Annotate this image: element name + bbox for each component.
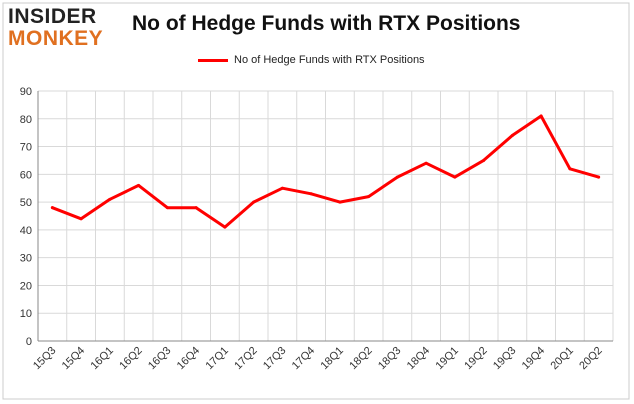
x-tick-label-19Q2: 19Q2 — [462, 345, 490, 373]
legend-label: No of Hedge Funds with RTX Positions — [234, 54, 425, 66]
x-tick-label-18Q1: 18Q1 — [318, 345, 346, 373]
data-point-19Q4 — [539, 114, 543, 118]
x-tick-label-19Q4: 19Q4 — [520, 345, 548, 373]
insider-monkey-logo: INSIDER MONKEY — [8, 6, 118, 52]
data-point-15Q3 — [50, 206, 54, 210]
data-point-17Q1 — [223, 225, 227, 229]
x-tick-label-16Q3: 16Q3 — [146, 345, 174, 373]
data-point-15Q4 — [79, 217, 83, 221]
data-point-16Q1 — [108, 197, 112, 201]
data-point-17Q4 — [309, 192, 313, 196]
y-tick-label-60: 60 — [20, 169, 32, 181]
data-point-20Q2 — [597, 175, 601, 179]
data-point-20Q1 — [568, 167, 572, 171]
chart-frame — [2, 2, 630, 400]
data-point-17Q3 — [280, 186, 284, 190]
x-tick-label-18Q2: 18Q2 — [347, 345, 375, 373]
data-point-18Q2 — [367, 195, 371, 199]
x-tick-label-16Q4: 16Q4 — [175, 345, 203, 373]
series-line-0 — [50, 114, 601, 229]
y-tick-label-80: 80 — [20, 114, 32, 126]
x-tick-label-15Q3: 15Q3 — [31, 345, 59, 373]
y-tick-label-70: 70 — [20, 142, 32, 154]
y-tick-label-10: 10 — [20, 308, 32, 320]
y-tick-label-0: 0 — [26, 336, 32, 348]
x-tick-label-19Q1: 19Q1 — [433, 345, 461, 373]
x-tick-label-20Q1: 20Q1 — [548, 345, 576, 373]
data-point-18Q1 — [338, 200, 342, 204]
data-point-19Q1 — [453, 175, 457, 179]
x-tick-label-18Q3: 18Q3 — [376, 345, 404, 373]
x-tick-label-20Q2: 20Q2 — [577, 345, 605, 373]
data-point-16Q4 — [194, 206, 198, 210]
y-tick-label-90: 90 — [20, 86, 32, 98]
data-point-18Q3 — [395, 175, 399, 179]
x-tick-label-16Q2: 16Q2 — [117, 345, 145, 373]
logo-line-2: MONKEY — [8, 27, 104, 50]
y-tick-label-50: 50 — [20, 197, 32, 209]
x-tick-label-17Q2: 17Q2 — [232, 345, 260, 373]
y-tick-label-30: 30 — [20, 253, 32, 265]
data-point-16Q3 — [165, 206, 169, 210]
y-tick-label-20: 20 — [20, 280, 32, 292]
chart-title: No of Hedge Funds with RTX Positions — [132, 12, 521, 35]
x-tick-label-17Q3: 17Q3 — [261, 345, 289, 373]
x-tick-label-17Q1: 17Q1 — [203, 345, 231, 373]
y-tick-label-40: 40 — [20, 225, 32, 237]
legend-swatch — [198, 58, 228, 62]
x-tick-label-17Q4: 17Q4 — [290, 345, 318, 373]
data-point-19Q2 — [482, 158, 486, 162]
x-tick-label-19Q3: 19Q3 — [491, 345, 519, 373]
x-tick-label-18Q4: 18Q4 — [405, 345, 433, 373]
x-tick-label-15Q4: 15Q4 — [60, 345, 88, 373]
data-point-19Q3 — [510, 133, 514, 137]
data-point-16Q2 — [137, 183, 141, 187]
logo-line-1: INSIDER — [8, 5, 97, 28]
data-point-17Q2 — [252, 200, 256, 204]
chart-legend: No of Hedge Funds with RTX Positions — [198, 54, 425, 66]
x-tick-label-16Q1: 16Q1 — [88, 345, 116, 373]
data-point-18Q4 — [424, 161, 428, 165]
